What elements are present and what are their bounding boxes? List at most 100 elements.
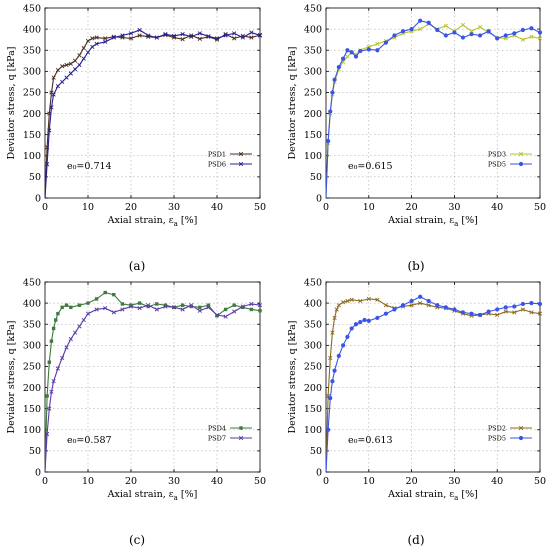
- data-point-PSD5: [520, 27, 525, 33]
- data-point-PSD1: [55, 67, 61, 73]
- data-point-PSD7: [64, 345, 69, 350]
- data-point-PSD6: [163, 32, 168, 37]
- data-point-PSD7: [146, 303, 151, 308]
- x-axis-title-main: Axial strain, ε: [387, 215, 454, 226]
- data-point-PSD6: [77, 62, 82, 68]
- data-point-PSD7: [154, 307, 159, 312]
- data-point-PSD5: [495, 307, 500, 312]
- data-point-PSD4: [249, 307, 254, 312]
- x-tick-label: 20: [125, 476, 137, 487]
- x-tick-label: 40: [491, 202, 503, 213]
- data-point-PSD1: [85, 38, 91, 44]
- data-point-PSD7: [137, 306, 142, 311]
- data-point-PSD5: [383, 40, 389, 45]
- data-point-PSD5: [503, 305, 508, 310]
- data-point-PSD7: [214, 312, 220, 318]
- data-point-PSD7: [68, 336, 73, 342]
- y-tick-label: 100: [23, 151, 41, 162]
- data-point-PSD7: [60, 355, 65, 361]
- y-tick-label: 200: [23, 383, 41, 394]
- x-tick-label: 0: [42, 476, 48, 487]
- x-tick-label: 0: [42, 202, 48, 213]
- data-point-PSD1: [72, 58, 78, 63]
- data-point-PSD5: [460, 310, 466, 315]
- data-point-PSD6: [103, 39, 108, 44]
- y-tick-label: 300: [23, 341, 41, 352]
- series-PSD7: [44, 301, 263, 473]
- y-tick-label: 350: [304, 320, 322, 331]
- y-tick-label: 100: [304, 425, 322, 436]
- y-tick-label: 250: [23, 88, 41, 99]
- y-tick-label: 400: [304, 24, 322, 35]
- data-point-PSD2: [336, 303, 341, 308]
- data-point-PSD5: [345, 48, 350, 53]
- data-point-PSD5: [477, 33, 483, 38]
- x-axis-title-unit: [%]: [178, 215, 197, 226]
- y-tick-label: 450: [23, 3, 41, 14]
- panel-label: (c): [129, 533, 145, 547]
- data-point-PSD4: [120, 302, 125, 306]
- data-point-PSD5: [341, 343, 346, 348]
- data-point-PSD1: [232, 36, 237, 41]
- data-point-PSD4: [198, 305, 202, 310]
- data-point-PSD1: [197, 36, 202, 41]
- data-point-PSD7: [249, 301, 254, 307]
- data-point-PSD5: [326, 138, 331, 144]
- legend-marker: [518, 151, 524, 157]
- data-point-PSD7: [197, 308, 202, 313]
- data-point-PSD7: [232, 309, 237, 314]
- data-point-PSD5: [375, 315, 380, 320]
- data-point-PSD2: [349, 297, 354, 302]
- x-tick-label: 40: [211, 476, 223, 487]
- x-axis-title: Axial strain, εa [%]: [107, 489, 198, 502]
- data-point-PSD4: [56, 311, 60, 316]
- data-point-PSD5: [443, 33, 448, 38]
- data-point-PSD5: [520, 301, 525, 307]
- data-point-PSD1: [171, 35, 177, 40]
- y-tick-label: 150: [304, 404, 322, 415]
- data-point-PSD1: [128, 36, 134, 41]
- y-tick-label: 400: [304, 298, 322, 309]
- series-PSD1: [44, 32, 263, 199]
- data-point-PSD1: [180, 37, 185, 42]
- void-ratio-annotation: e₀=0.714: [67, 161, 112, 172]
- data-point-PSD5: [537, 301, 543, 307]
- y-axis-title: Deviator stress, q [kPa]: [6, 321, 17, 434]
- data-point-PSD6: [180, 32, 185, 37]
- data-point-PSD4: [94, 297, 99, 301]
- panel-label: (a): [129, 259, 146, 273]
- data-point-PSD4: [232, 303, 236, 307]
- y-tick-label: 400: [23, 24, 41, 35]
- data-point-PSD5: [349, 50, 354, 55]
- series-line-PSD1: [44, 33, 261, 199]
- data-point-PSD5: [529, 301, 534, 306]
- data-point-PSD5: [400, 303, 406, 308]
- data-point-PSD6: [49, 105, 54, 110]
- data-point-PSD5: [512, 31, 517, 36]
- data-point-PSD5: [375, 48, 380, 53]
- data-point-PSD3: [529, 34, 534, 39]
- x-axis-title-subscript: a: [454, 220, 458, 228]
- x-axis-title-unit: [%]: [458, 489, 477, 500]
- data-point-PSD5: [409, 298, 414, 304]
- data-point-PSD2: [495, 312, 500, 318]
- data-point-PSD5: [469, 32, 474, 37]
- y-tick-label: 450: [304, 3, 322, 14]
- data-point-PSD4: [60, 305, 64, 310]
- x-tick-label: 50: [534, 476, 546, 487]
- data-point-PSD4: [77, 303, 82, 307]
- series-line-PSD2: [325, 298, 541, 473]
- y-tick-label: 0: [316, 193, 322, 204]
- y-tick-label: 0: [35, 193, 41, 204]
- data-point-PSD5: [366, 318, 371, 323]
- data-point-PSD5: [345, 334, 350, 339]
- data-point-PSD6: [68, 71, 73, 76]
- data-point-PSD5: [358, 320, 363, 325]
- data-point-PSD5: [392, 307, 397, 312]
- data-point-PSD4: [45, 394, 49, 398]
- data-point-PSD5: [537, 30, 543, 35]
- data-point-PSD4: [51, 326, 56, 331]
- data-point-PSD5: [332, 77, 337, 82]
- data-point-PSD2: [330, 330, 335, 335]
- y-tick-label: 50: [29, 446, 41, 457]
